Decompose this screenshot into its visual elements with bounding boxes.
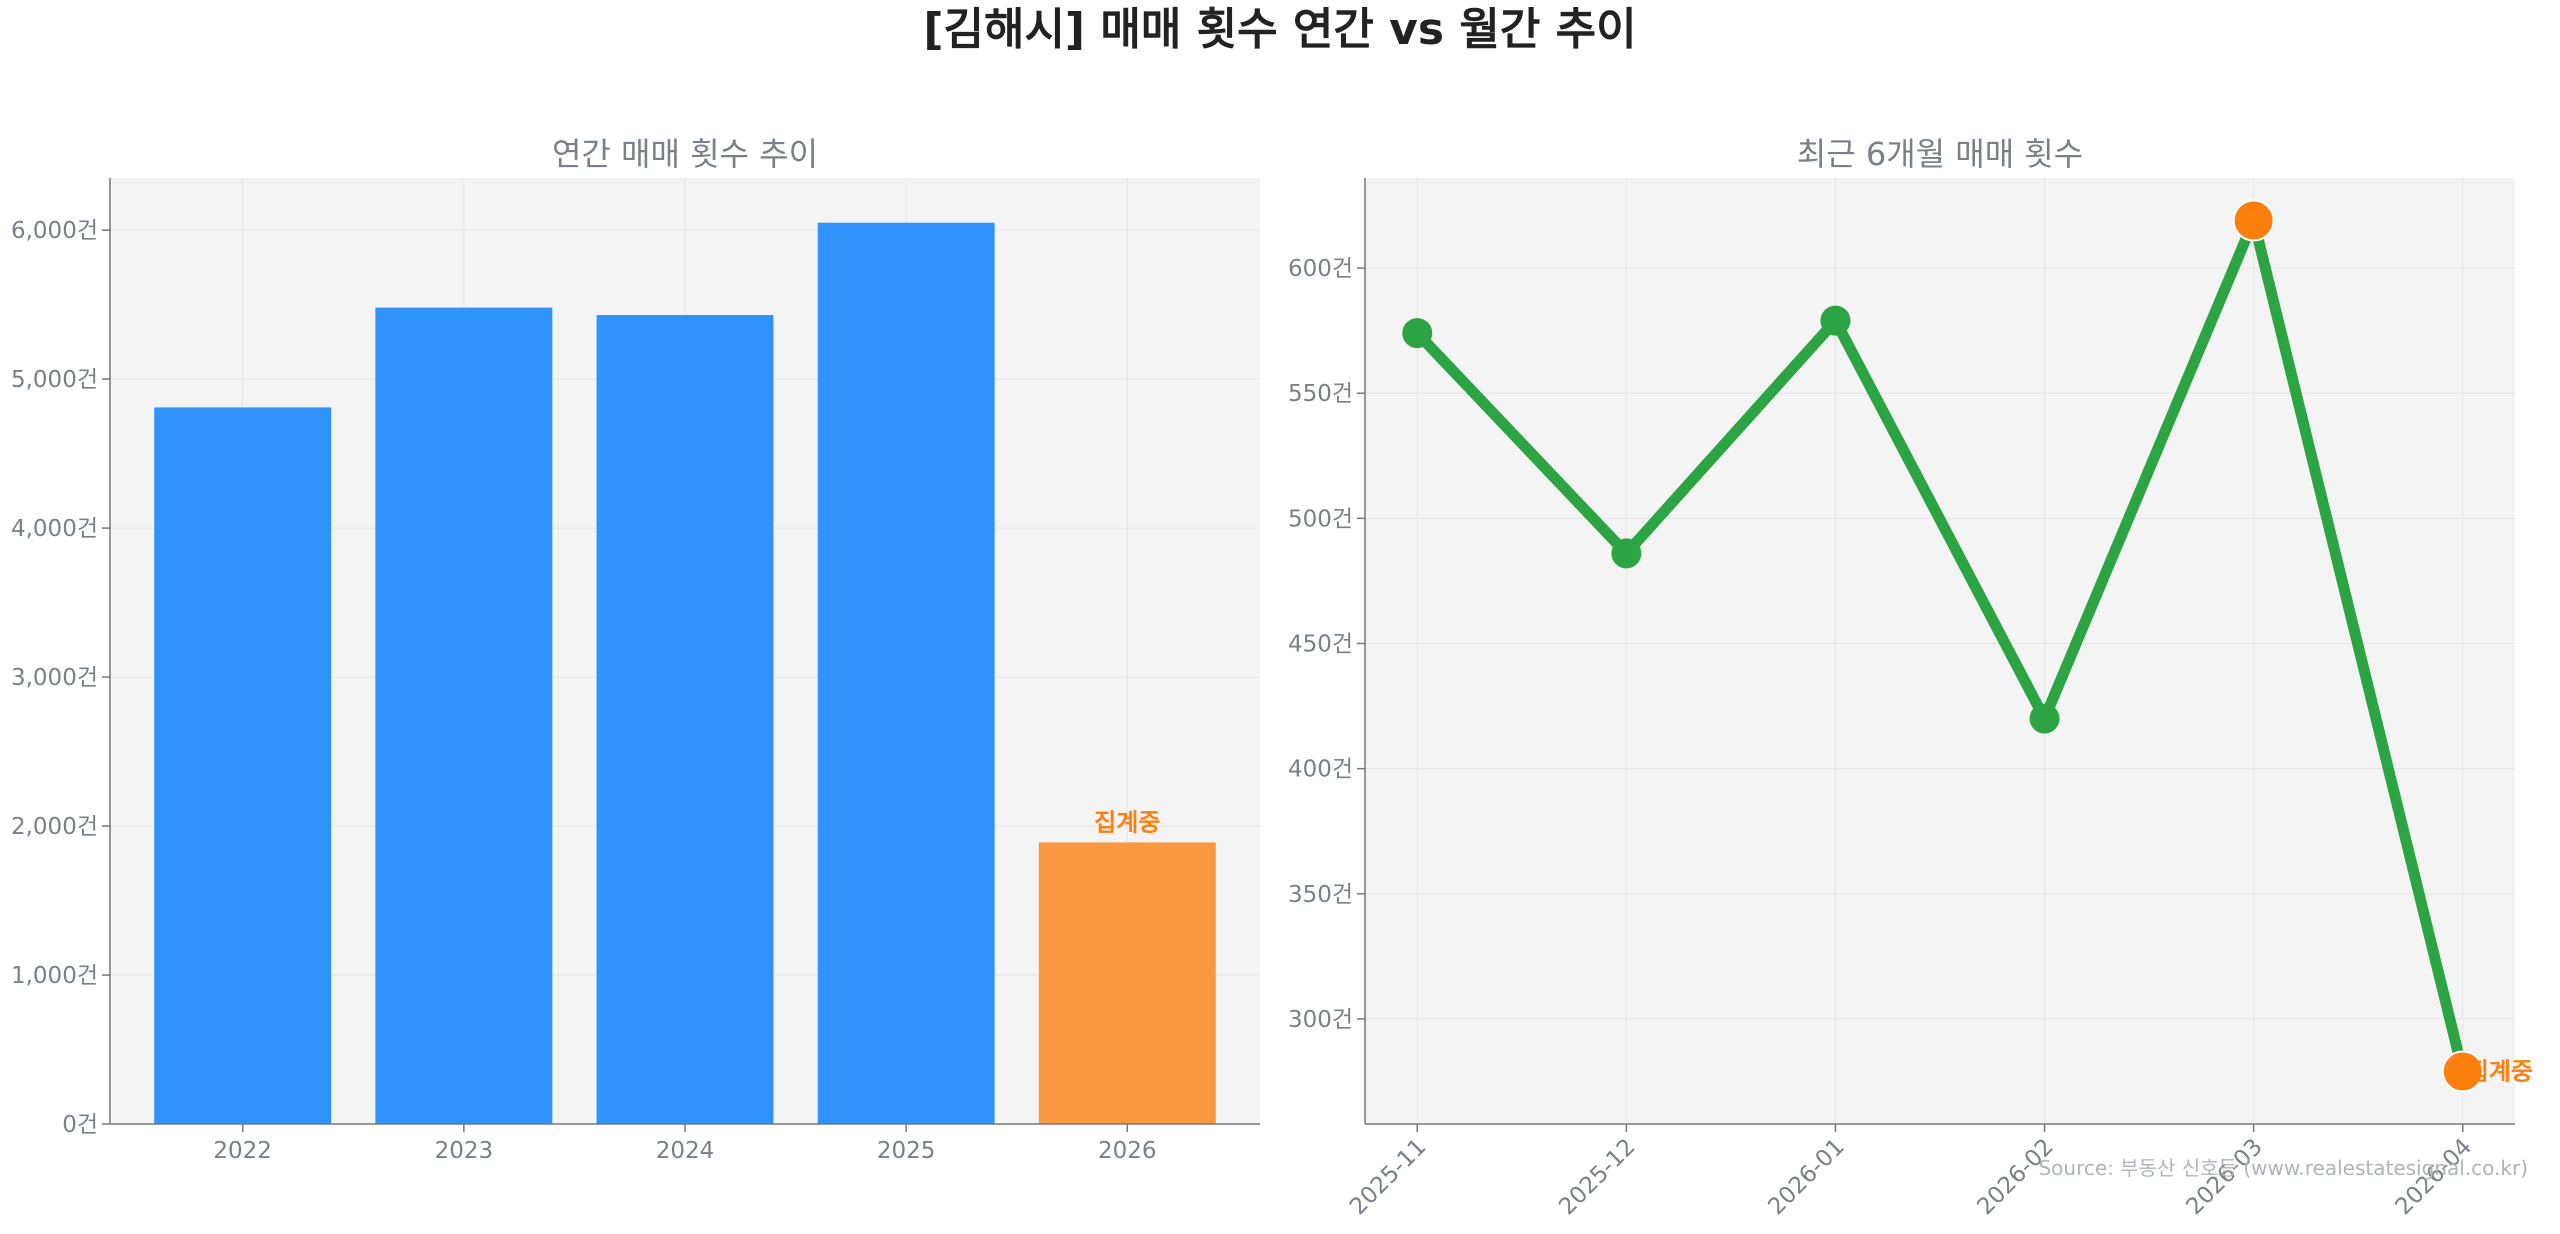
plot-area bbox=[1365, 178, 2515, 1124]
bar-2025 bbox=[817, 222, 995, 1124]
x-tick-label: 2025 bbox=[877, 1138, 936, 1164]
partial-data-label: 집계중 bbox=[2467, 1057, 2533, 1085]
x-tick-label: 2024 bbox=[656, 1138, 715, 1164]
x-tick-label: 2025-12 bbox=[1554, 1134, 1640, 1220]
y-tick-label: 1,000건 bbox=[11, 963, 98, 989]
data-point-2026-02 bbox=[2029, 703, 2060, 734]
y-tick-label: 500건 bbox=[1288, 506, 1353, 532]
x-tick-label: 2026 bbox=[1098, 1138, 1157, 1164]
data-point-2025-11 bbox=[1402, 318, 1433, 349]
y-tick-label: 350건 bbox=[1288, 882, 1353, 908]
y-tick-label: 400건 bbox=[1288, 757, 1353, 783]
y-tick-label: 450건 bbox=[1288, 631, 1353, 657]
bar-2026 bbox=[1038, 842, 1216, 1124]
panel-title: 연간 매매 횟수 추이 bbox=[552, 135, 818, 173]
data-point-2026-04 bbox=[2441, 1050, 2484, 1093]
y-tick-label: 300건 bbox=[1288, 1007, 1353, 1033]
y-tick-label: 4,000건 bbox=[11, 516, 98, 542]
figure-title: [김해시] 매매 횟수 연간 vs 월간 추이 bbox=[923, 4, 1637, 55]
y-tick-label: 550건 bbox=[1288, 381, 1353, 407]
partial-data-label: 집계중 bbox=[1094, 808, 1160, 836]
y-tick-label: 0건 bbox=[62, 1112, 98, 1138]
x-tick-label: 2023 bbox=[435, 1138, 494, 1164]
y-tick-label: 3,000건 bbox=[11, 665, 98, 691]
annual-bar-chart-panel: 0건 1,000건 2,000건 3,000건 4,000건 5,000건 6,000건 20… bbox=[11, 135, 1260, 1164]
data-point-2026-03 bbox=[2232, 199, 2275, 242]
data-point-2026-01 bbox=[1820, 305, 1851, 336]
y-tick-label: 6,000건 bbox=[11, 218, 98, 244]
x-tick-label: 2022 bbox=[213, 1138, 272, 1164]
monthly-line-chart-panel: 300건 350건 400건 450건 500건 550건 600건 2025-11 2025-… bbox=[1288, 135, 2533, 1220]
y-tick-label: 2,000건 bbox=[11, 814, 98, 840]
x-tick-label: 2026-01 bbox=[1763, 1134, 1849, 1220]
y-tick-label: 5,000건 bbox=[11, 367, 98, 393]
source-credit: Source: 부동산 신호등 (www.realestatesignal.co… bbox=[2038, 1156, 2528, 1180]
panel-title: 최근 6개월 매매 횟수 bbox=[1797, 135, 2083, 173]
data-point-2025-12 bbox=[1611, 538, 1642, 569]
series-line bbox=[1413, 203, 2469, 1073]
bar-2022 bbox=[154, 407, 332, 1125]
bar-2023 bbox=[375, 307, 553, 1124]
x-tick-label: 2025-11 bbox=[1345, 1134, 1431, 1220]
bar-2024 bbox=[596, 315, 774, 1125]
y-tick-label: 600건 bbox=[1288, 256, 1353, 282]
